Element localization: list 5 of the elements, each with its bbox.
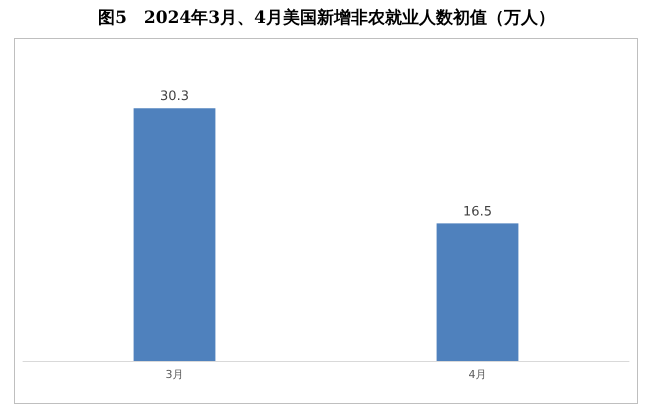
data-label: 30.3: [160, 89, 189, 104]
chart-title: 图5 2024年3月、4月美国新增非农就业人数初值（万人）: [97, 7, 556, 29]
data-label: 16.5: [463, 204, 492, 220]
x-tick-label: 4月: [468, 368, 486, 381]
x-tick-label: 3月: [166, 368, 184, 381]
